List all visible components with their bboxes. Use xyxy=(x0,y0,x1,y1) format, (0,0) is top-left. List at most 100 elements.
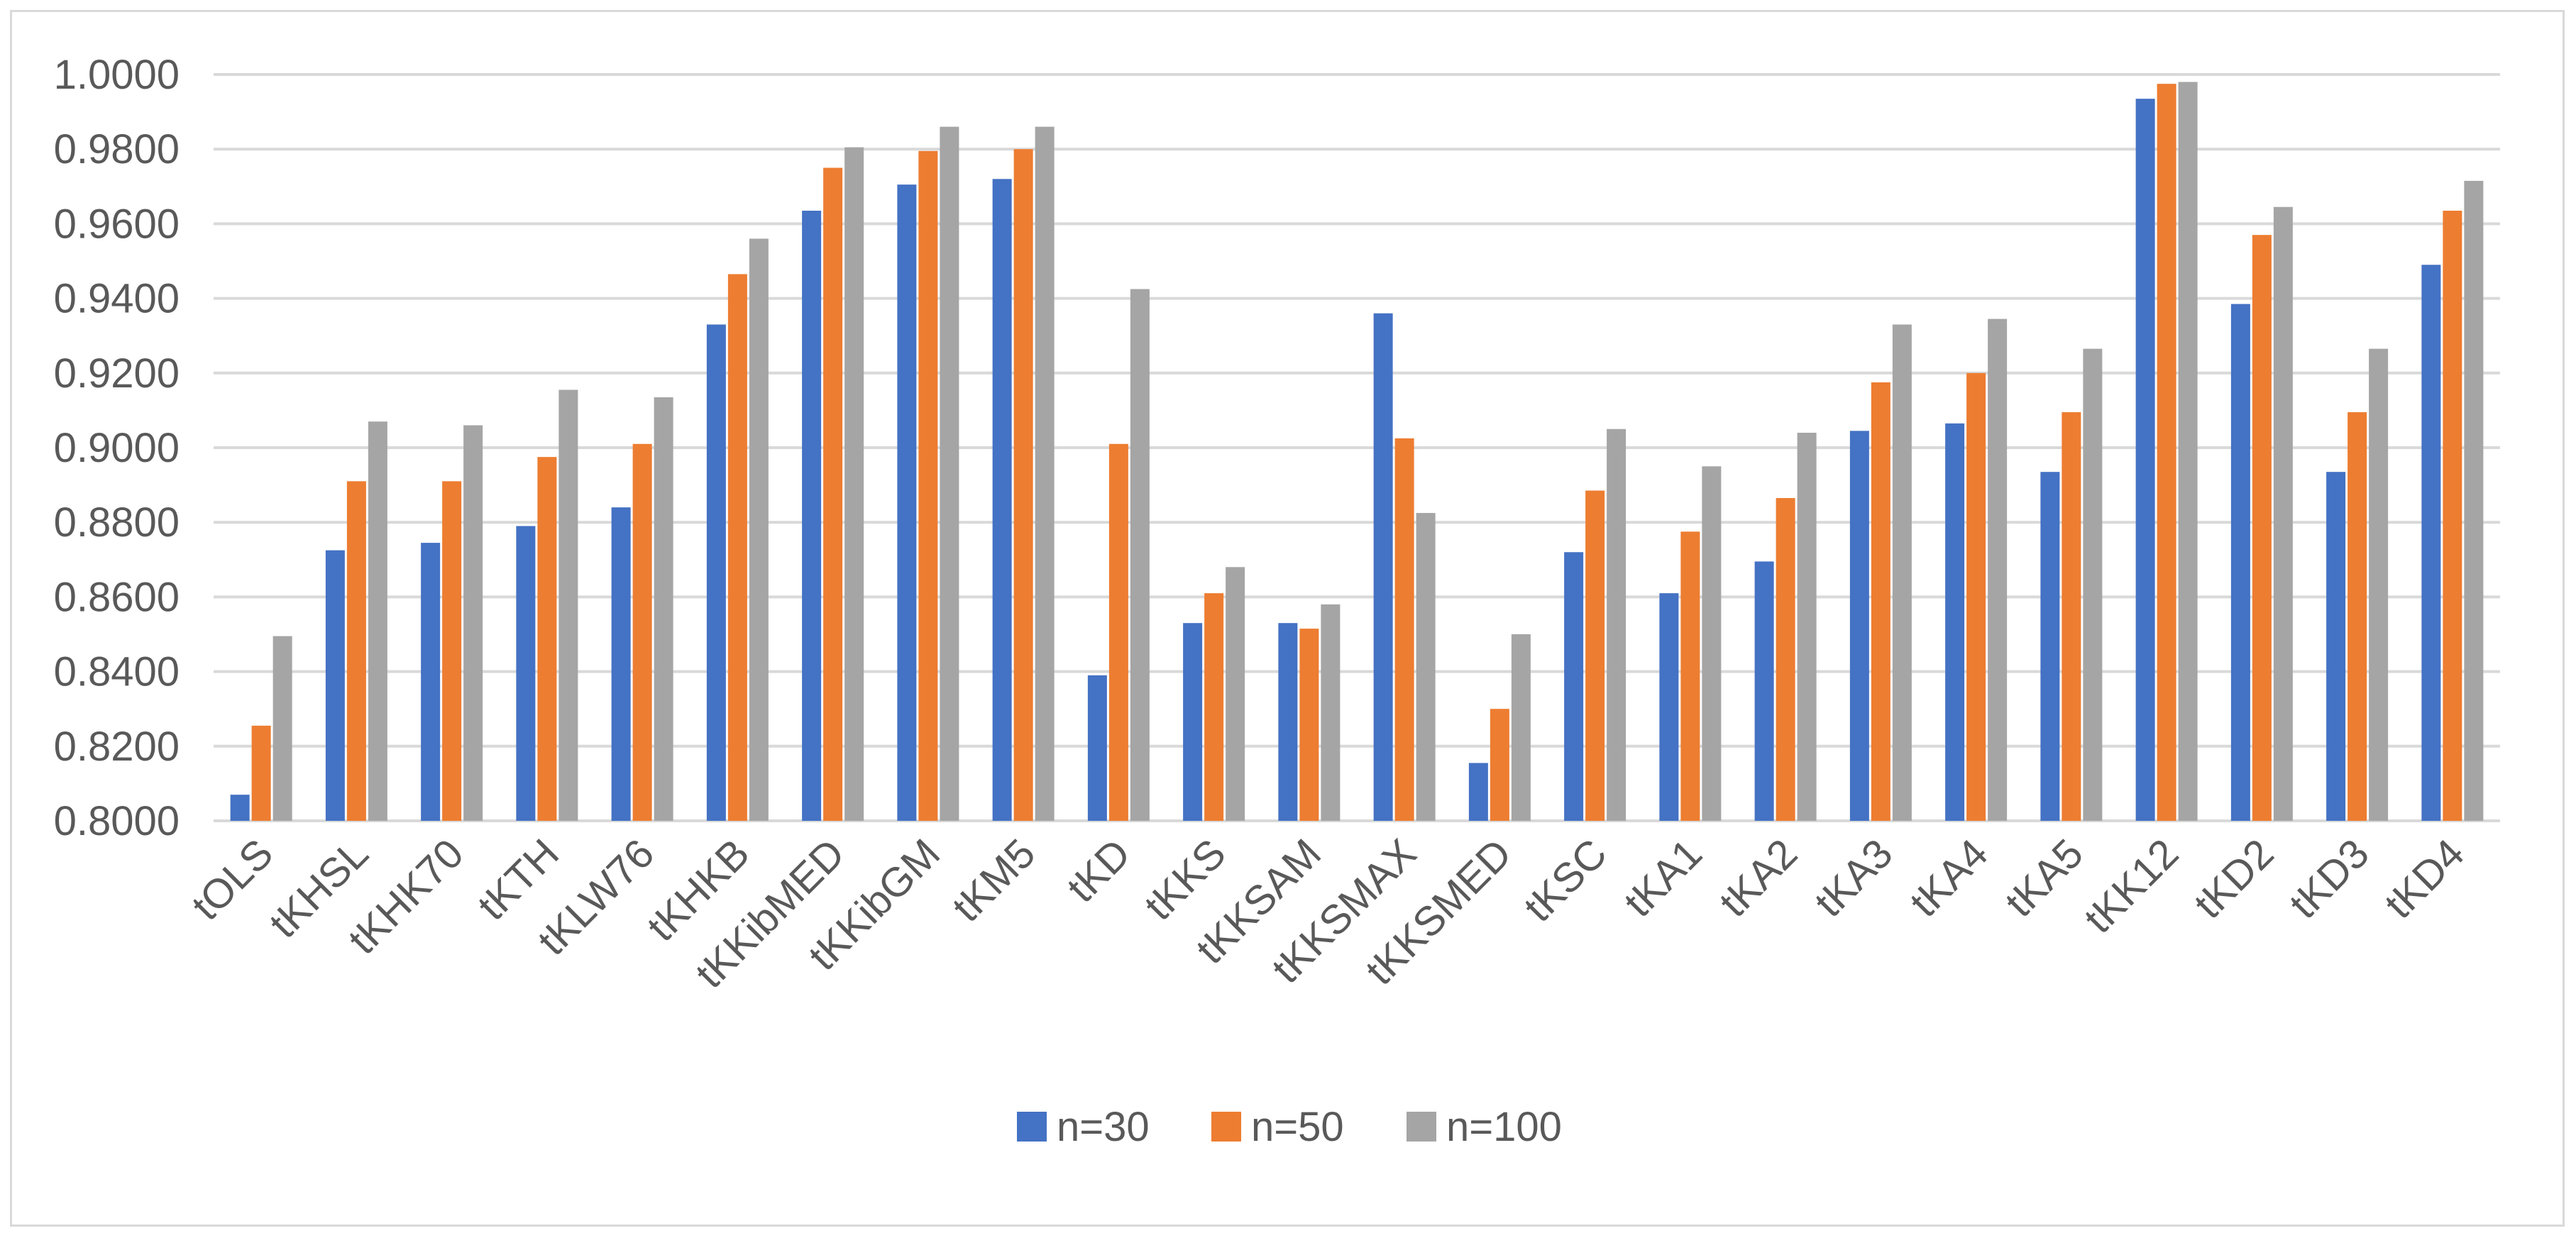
legend: n=30 n=50 n=100 xyxy=(1017,1104,1562,1150)
bar-n-50-tKKS xyxy=(1204,593,1224,821)
bar-n-30-tKKSMAX xyxy=(1373,313,1393,821)
bar-n-50-tKHKB xyxy=(727,274,747,821)
bar-n-30-tKTH xyxy=(516,526,536,821)
bar-n-30-tKKS xyxy=(1183,623,1203,821)
legend-label: n=30 xyxy=(1057,1104,1150,1150)
bar-n-100-tKKibMED xyxy=(844,147,864,821)
bar-n-30-tKM5 xyxy=(992,179,1012,821)
x-tick-label: tKA3 xyxy=(1806,830,1902,926)
bar-n-30-tKKSMED xyxy=(1468,763,1488,821)
y-tick-label: 0.8600 xyxy=(54,574,180,620)
x-tick-label: tKA1 xyxy=(1615,830,1711,926)
bar-n-100-tKKSMAX xyxy=(1416,513,1436,821)
bar-n-100-tKHKB xyxy=(749,238,769,821)
bar-n-100-tKKibGM xyxy=(940,126,959,821)
y-tick-label: 0.8800 xyxy=(54,499,180,546)
bar-n-100-tKKSMED xyxy=(1511,634,1531,821)
y-axis-tick-labels: 0.8000 0.8200 0.8400 0.8600 0.8800 0.9000 0.92… xyxy=(54,52,180,844)
bar-n-100-tKA3 xyxy=(1892,324,1912,821)
bar-n-50-tKKibMED xyxy=(823,167,843,821)
bar-n-30-tKA3 xyxy=(1849,431,1869,821)
bar-n-50-tKK12 xyxy=(2157,84,2176,821)
bar-n-50-tKKSMED xyxy=(1490,709,1509,821)
bar-n-30-tKK12 xyxy=(2135,99,2155,821)
bar-n-100-tKD4 xyxy=(2464,180,2484,821)
bar-n-30-tKA2 xyxy=(1754,561,1774,821)
bar-n-50-tKSC xyxy=(1585,490,1605,821)
bar-n-50-tKLW76 xyxy=(632,443,652,821)
y-tick-label: 0.9800 xyxy=(54,126,180,172)
bar-n-50-tKA5 xyxy=(2062,412,2081,821)
bar-n-50-tKD2 xyxy=(2252,235,2272,821)
bar-n-30-tKA5 xyxy=(2040,472,2060,821)
legend-swatch-n-30 xyxy=(1017,1112,1047,1142)
bar-n-30-tKD4 xyxy=(2421,265,2441,821)
bar-n-30-tKKSAM xyxy=(1278,623,1298,821)
bar-n-30-tKKibMED xyxy=(802,210,822,821)
bar-chart: 0.8000 0.8200 0.8400 0.8600 0.8800 0.9000 0.92… xyxy=(54,52,2500,1150)
bar-n-100-tKTH xyxy=(558,389,578,821)
bar-n-50-tKTH xyxy=(537,457,557,821)
bar-n-50-tKD4 xyxy=(2443,210,2462,821)
bar-n-30-tKA1 xyxy=(1659,593,1679,821)
y-tick-label: 0.9400 xyxy=(54,276,180,322)
x-tick-label: tKD3 xyxy=(2281,830,2378,927)
bar-n-50-tKA3 xyxy=(1871,382,1890,821)
bar-n-50-tKD3 xyxy=(2347,412,2367,821)
x-tick-label: tKK12 xyxy=(2076,830,2188,942)
bar-n-30-tKD3 xyxy=(2326,472,2346,821)
bar-n-50-tKHK70 xyxy=(442,481,462,821)
gridlines xyxy=(214,73,2500,822)
bar-n-100-tKKSAM xyxy=(1321,604,1341,821)
bar-n-50-tKKSMAX xyxy=(1394,438,1414,821)
bar-n-100-tKD2 xyxy=(2273,206,2293,822)
bar-n-100-tKD xyxy=(1130,289,1150,821)
bar-n-100-tKM5 xyxy=(1035,126,1055,821)
x-tick-label: tKD4 xyxy=(2376,830,2473,927)
bar-n-100-tKHK70 xyxy=(463,425,483,821)
y-tick-label: 1.0000 xyxy=(54,52,180,98)
bar-n-30-tKA4 xyxy=(1945,423,1965,821)
x-tick-label: tKD xyxy=(1058,830,1139,911)
bar-n-100-tKA4 xyxy=(1988,319,2008,821)
bar-n-30-tKLW76 xyxy=(611,507,631,821)
bar-n-100-tKA1 xyxy=(1702,466,1722,821)
bar-n-100-tKLW76 xyxy=(654,397,673,821)
y-tick-label: 0.8400 xyxy=(54,649,180,695)
x-tick-label: tKSC xyxy=(1515,830,1616,931)
bar-n-30-tKHK70 xyxy=(421,543,441,821)
bar-n-30-tOLS xyxy=(230,795,250,821)
bar-n-50-tKA4 xyxy=(1966,372,1986,821)
x-axis-tick-labels: tOLStKHSLtKHK70tKTHtKLW76tKHKBtKKibMEDtK… xyxy=(183,830,2473,997)
legend-label: n=50 xyxy=(1251,1104,1344,1150)
bar-n-30-tKKibGM xyxy=(897,184,917,821)
y-tick-label: 0.8200 xyxy=(54,724,180,770)
y-tick-label: 0.9000 xyxy=(54,425,180,471)
x-tick-label: tKD2 xyxy=(2185,830,2282,927)
bar-n-50-tKKibGM xyxy=(918,150,938,821)
legend-swatch-n-100 xyxy=(1407,1112,1436,1142)
bar-n-50-tKHSL xyxy=(346,481,366,821)
bar-n-30-tKD xyxy=(1087,675,1107,821)
bars xyxy=(230,82,2484,822)
bar-n-50-tKD xyxy=(1108,443,1128,821)
bar-n-50-tKM5 xyxy=(1013,149,1033,821)
bar-n-100-tKKS xyxy=(1226,567,1245,821)
bar-n-30-tKSC xyxy=(1564,552,1584,821)
bar-n-100-tKSC xyxy=(1607,429,1626,821)
bar-n-50-tKKSAM xyxy=(1299,629,1319,821)
bar-n-30-tKD2 xyxy=(2230,304,2250,821)
y-tick-label: 0.9600 xyxy=(54,201,180,247)
chart-frame: 0.8000 0.8200 0.8400 0.8600 0.8800 0.9000 0.92… xyxy=(10,10,2565,1227)
y-tick-label: 0.9200 xyxy=(54,350,180,397)
bar-n-100-tKA2 xyxy=(1797,432,1817,821)
bar-n-30-tKHSL xyxy=(325,550,345,821)
legend-label: n=100 xyxy=(1446,1104,1562,1150)
bar-n-100-tKD3 xyxy=(2369,348,2389,821)
bar-n-100-tOLS xyxy=(273,636,292,821)
bar-n-50-tOLS xyxy=(251,725,271,821)
legend-swatch-n-50 xyxy=(1211,1112,1241,1142)
x-tick-label: tKM5 xyxy=(944,830,1045,931)
x-tick-label: tKA4 xyxy=(1901,830,1997,926)
x-tick-label: tKA2 xyxy=(1710,830,1806,926)
